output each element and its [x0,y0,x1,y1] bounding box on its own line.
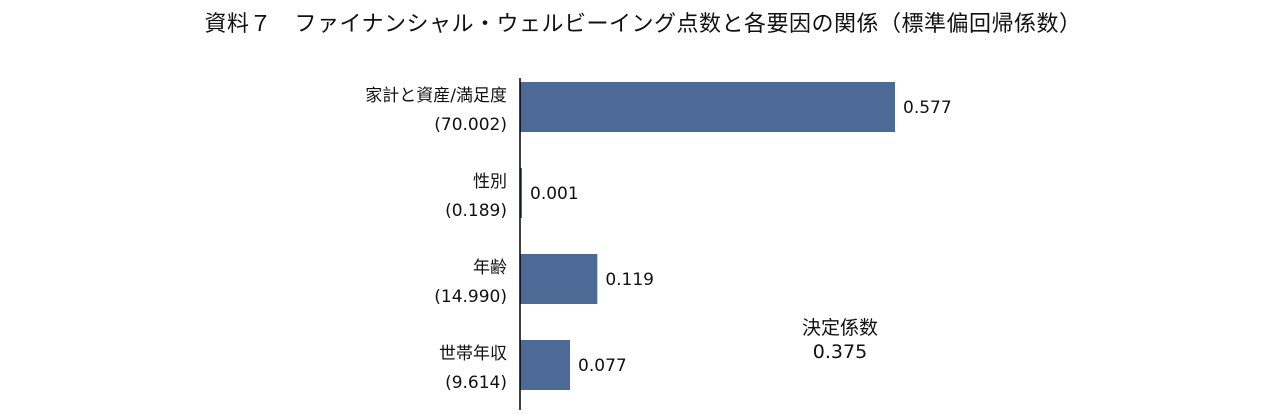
bar-4 [520,340,571,390]
bar-value-label: 0.577 [903,98,952,118]
category-label: 年齢 [473,258,507,278]
category-sublabel: (14.990) [434,287,507,307]
category-sublabel: (70.002) [434,115,507,135]
bar-1 [520,82,895,132]
r-squared-value: 0.375 [812,341,868,363]
bar-2 [520,168,522,218]
category-label: 世帯年収 [439,344,507,364]
category-sublabel: (9.614) [445,373,507,393]
category-label: 性別 [473,172,507,192]
bar-value-label: 0.001 [530,184,579,204]
category-sublabel: (0.189) [445,201,507,221]
bar-value-label: 0.077 [578,356,627,376]
category-label: 家計と資産/満足度 [365,86,507,106]
chart-title: 資料７ ファイナンシャル・ウェルビーイング点数と各要因の関係（標準偏回帰係数） [204,12,1082,37]
bar-value-label: 0.119 [605,270,654,290]
r-squared-label: 決定係数 [801,317,878,339]
bar-3 [520,254,598,304]
